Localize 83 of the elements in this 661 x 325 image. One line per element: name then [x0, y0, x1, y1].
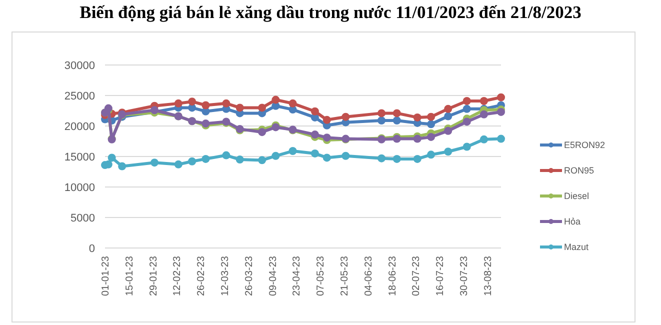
x-tick-label: 30-07-23 [458, 256, 470, 296]
point [188, 98, 196, 106]
legend-label: RON95 [564, 166, 594, 176]
y-tick-label: 0 [88, 242, 95, 255]
point [188, 157, 196, 166]
point [444, 104, 452, 113]
x-tick-label: 12-02-23 [172, 256, 184, 296]
point [497, 134, 505, 143]
point [427, 112, 436, 121]
x-tick-label: 18-06-23 [387, 256, 398, 296]
y-tick-label: 20000 [64, 120, 95, 133]
point [322, 116, 331, 124]
point [310, 107, 319, 116]
y-tick-label: 30000 [64, 60, 95, 72]
point [392, 109, 401, 118]
point [444, 126, 452, 135]
point [413, 154, 422, 163]
x-tick-label: 21-05-23 [339, 256, 350, 296]
point [108, 154, 116, 162]
point [202, 101, 210, 110]
point [427, 132, 436, 141]
point [288, 99, 297, 108]
point [150, 158, 158, 167]
legend-label: Mazut [564, 242, 590, 252]
legend-label: Hỏa [564, 216, 581, 227]
x-tick-label: 02-07-23 [411, 256, 422, 296]
point [222, 151, 230, 160]
y-tick-label: 25000 [64, 90, 95, 102]
point [497, 93, 505, 102]
point [480, 110, 488, 118]
point [258, 156, 266, 164]
x-tick-label: 01-01-23 [100, 256, 112, 296]
x-tick-label: 07-05-23 [316, 256, 327, 296]
legend-label: E5RON92 [564, 140, 606, 150]
point [272, 152, 280, 160]
point [310, 149, 319, 158]
point [378, 154, 386, 162]
point [444, 148, 452, 156]
point [258, 128, 266, 136]
point [222, 99, 230, 108]
point [392, 116, 401, 125]
x-tick-label: 12-03-23 [220, 256, 231, 296]
point [392, 154, 401, 163]
point [413, 134, 422, 143]
x-tick-label: 23-04-23 [292, 256, 303, 296]
point [236, 104, 244, 112]
point [118, 162, 126, 170]
legend-label: Diesel [564, 191, 590, 202]
point [174, 99, 182, 108]
point [322, 154, 331, 162]
x-tick-label: 13-08-23 [482, 256, 494, 296]
point [378, 109, 386, 118]
chart-title: Biến động giá bán lẻ xăng dầu trong nước 11/01/2023 đến 21/8/2023 [80, 2, 582, 22]
point [288, 147, 297, 156]
x-tick-label: 26-02-23 [196, 256, 208, 296]
point [342, 112, 350, 121]
point [462, 104, 471, 113]
point [427, 150, 436, 159]
y-tick-label: 10000 [64, 182, 95, 194]
point [462, 142, 471, 151]
point [236, 156, 244, 164]
point [342, 152, 350, 160]
point [378, 116, 386, 125]
x-tick-label: 29-01-23 [148, 256, 160, 296]
point [462, 118, 471, 126]
point [480, 135, 488, 144]
point [444, 112, 452, 120]
point [480, 96, 488, 105]
point [413, 113, 422, 122]
point [462, 96, 471, 105]
y-tick-label: 15000 [64, 151, 95, 164]
point [272, 96, 280, 104]
x-tick-label: 09-04-23 [268, 256, 279, 296]
x-tick-label: 16-07-23 [435, 256, 446, 296]
x-tick-label: 26-03-23 [244, 256, 255, 296]
y-tick-label: 5000 [70, 212, 95, 224]
point [322, 134, 331, 142]
x-tick-label: 04-06-23 [363, 256, 374, 296]
point [258, 104, 266, 112]
point [174, 160, 182, 168]
x-tick-label: 15-01-23 [124, 256, 136, 296]
point [427, 120, 436, 128]
point [202, 154, 210, 163]
